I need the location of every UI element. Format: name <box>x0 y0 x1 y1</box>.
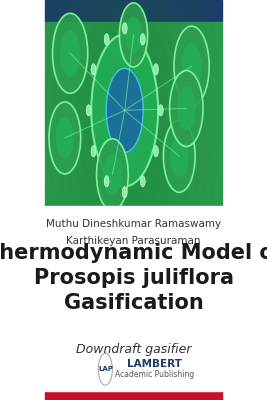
Circle shape <box>104 176 109 187</box>
Circle shape <box>106 68 143 152</box>
Circle shape <box>60 30 80 76</box>
Circle shape <box>154 64 158 75</box>
Circle shape <box>181 43 202 89</box>
Circle shape <box>49 102 81 174</box>
Text: Karthikeyan Parasuraman: Karthikeyan Parasuraman <box>66 236 201 246</box>
Circle shape <box>98 353 112 385</box>
Text: Muthu Dineshkumar Ramaswamy: Muthu Dineshkumar Ramaswamy <box>46 219 221 229</box>
Bar <box>45 391 222 400</box>
Circle shape <box>56 117 74 159</box>
Circle shape <box>104 34 109 45</box>
Text: LAMBERT: LAMBERT <box>127 359 182 369</box>
Circle shape <box>140 176 145 187</box>
Circle shape <box>103 154 121 196</box>
Circle shape <box>125 16 142 54</box>
Bar <box>45 0 222 22</box>
Circle shape <box>158 105 163 116</box>
Circle shape <box>174 26 209 106</box>
Circle shape <box>122 187 127 198</box>
Bar <box>45 22 222 206</box>
Circle shape <box>91 146 96 157</box>
Circle shape <box>53 13 88 93</box>
Text: Downdraft gasifier: Downdraft gasifier <box>76 344 191 356</box>
Circle shape <box>170 70 203 146</box>
Text: Thermodynamic Model of
Prosopis juliflora
Gasification: Thermodynamic Model of Prosopis juliflor… <box>0 243 267 313</box>
Circle shape <box>122 23 127 34</box>
Circle shape <box>163 120 195 192</box>
Circle shape <box>176 86 196 130</box>
Circle shape <box>91 34 158 186</box>
Circle shape <box>154 146 158 157</box>
Text: Academic Publishing: Academic Publishing <box>115 370 194 379</box>
Circle shape <box>97 139 128 211</box>
Text: LAP: LAP <box>98 366 113 372</box>
Circle shape <box>86 105 91 116</box>
Circle shape <box>170 136 189 177</box>
Bar <box>45 206 222 391</box>
Circle shape <box>140 34 145 45</box>
Circle shape <box>119 3 148 67</box>
Circle shape <box>91 64 96 75</box>
